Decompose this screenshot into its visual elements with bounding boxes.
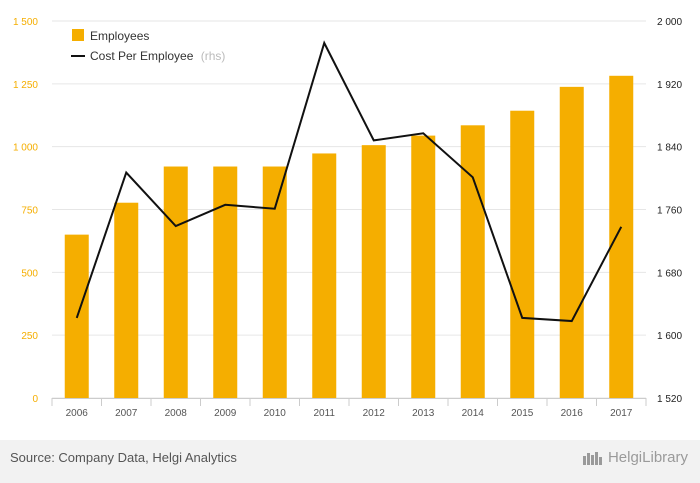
right-axis-labels: 1 520 1 600 1 680 1 760 1 840 1 920 2 000 — [657, 17, 682, 405]
employees-bar — [262, 166, 287, 398]
left-tick-label: 1 250 — [13, 80, 38, 91]
legend-cost-name: Cost Per Employee — [90, 49, 194, 63]
employees-bar — [559, 86, 584, 398]
left-tick-label: 750 — [21, 206, 38, 217]
legend-employees-label: Employees — [90, 29, 149, 43]
x-tick-label: 2006 — [66, 408, 89, 419]
x-axis: 2006 2007 2008 2009 2010 2011 2012 2013 2014 2015… — [51, 398, 647, 419]
x-tick-label: 2016 — [561, 408, 584, 419]
right-tick-label: 1 920 — [657, 80, 682, 91]
x-tick-label: 2009 — [214, 408, 237, 419]
employees-bar — [460, 125, 485, 398]
left-axis-labels: 0 250 500 750 1 000 1 250 1 500 — [13, 17, 38, 405]
employees-bar — [114, 202, 139, 398]
legend-cost-label: Cost Per Employee (rhs) — [90, 49, 225, 63]
legend: Employees Cost Per Employee (rhs) — [71, 29, 225, 63]
cost-per-employee-polyline — [75, 40, 623, 323]
x-tick-label: 2007 — [115, 408, 138, 419]
x-tick-label: 2017 — [610, 408, 633, 419]
right-tick-label: 1 760 — [657, 206, 682, 217]
left-tick-label: 250 — [21, 331, 38, 342]
legend-employees-swatch — [72, 29, 84, 41]
left-tick-label: 1 000 — [13, 143, 38, 154]
x-tick-label: 2015 — [511, 408, 534, 419]
brand-name-b: Library — [642, 449, 688, 466]
employees-bar — [411, 135, 436, 398]
right-tick-label: 1 680 — [657, 268, 682, 279]
brand-name-a: Helgi — [607, 449, 643, 466]
right-tick-label: 1 840 — [657, 143, 682, 154]
source-text: Source: Company Data, Helgi Analytics — [10, 450, 237, 465]
helgi-library-icon — [582, 452, 602, 466]
left-tick-label: 0 — [32, 394, 38, 405]
right-tick-label: 1 520 — [657, 394, 682, 405]
employees-bar — [213, 166, 238, 398]
employees-bar — [312, 153, 337, 398]
left-tick-label: 1 500 — [13, 17, 38, 28]
brand-logo: HelgiLibrary — [582, 449, 688, 466]
x-tick-label: 2008 — [165, 408, 188, 419]
legend-cost-suffix: (rhs) — [201, 49, 226, 63]
employees-bar — [163, 166, 188, 398]
employees-bars — [64, 75, 634, 399]
right-tick-label: 2 000 — [657, 17, 682, 28]
employees-bar — [510, 110, 535, 398]
footer: Source: Company Data, Helgi Analytics He… — [0, 440, 700, 483]
x-tick-label: 2013 — [412, 408, 435, 419]
left-tick-label: 500 — [21, 268, 38, 279]
right-tick-label: 1 600 — [657, 331, 682, 342]
employees-bar — [609, 75, 634, 399]
x-tick-label: 2014 — [462, 408, 485, 419]
x-tick-label: 2011 — [313, 408, 335, 419]
x-tick-label: 2010 — [264, 408, 287, 419]
employees-bar — [361, 145, 386, 398]
x-tick-label: 2012 — [363, 408, 386, 419]
combo-chart: 0 250 500 750 1 000 1 250 1 500 1 520 1 600 1 68… — [13, 17, 682, 419]
cost-per-employee-line — [75, 40, 623, 323]
gridlines — [52, 20, 646, 399]
